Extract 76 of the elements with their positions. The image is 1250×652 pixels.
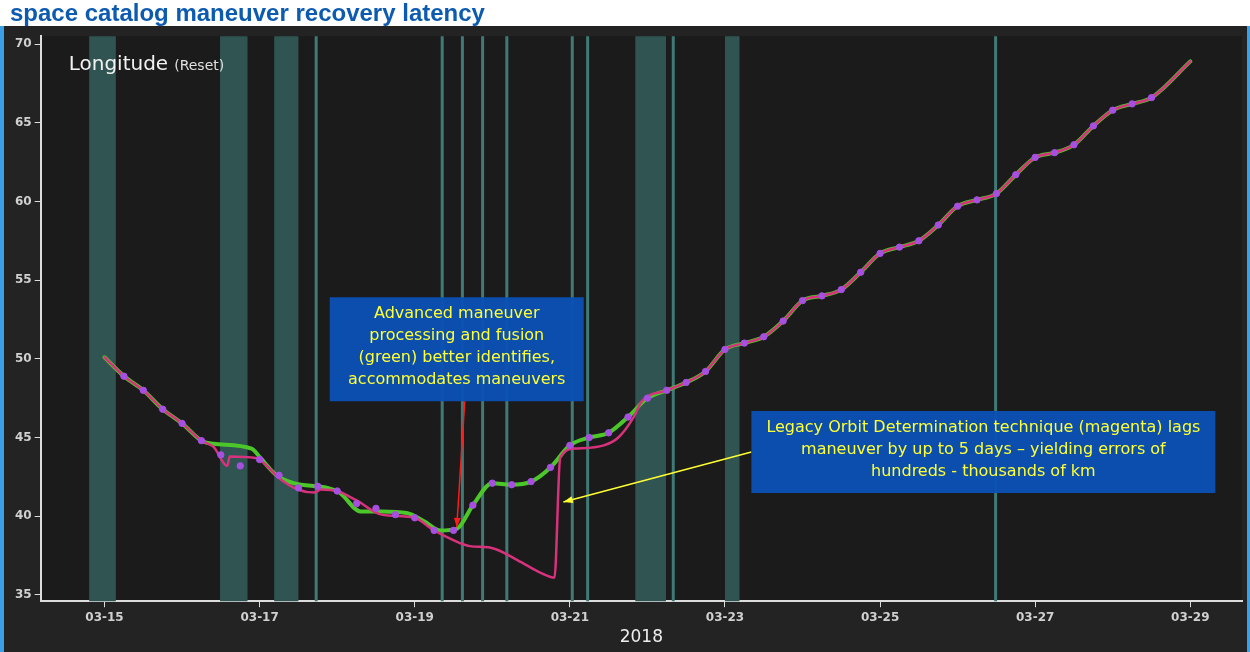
point <box>682 378 690 387</box>
point <box>1128 100 1136 108</box>
annotation: Advanced maneuver processing and fusion (green) better identifies, accommodates maneuvers <box>348 303 566 389</box>
point <box>197 436 206 445</box>
x-axis-title: 2018 <box>619 626 663 647</box>
y-tick-label: 45 <box>15 429 32 444</box>
annotation: (Reset) <box>174 57 225 74</box>
x-tick-label: 03-29 <box>1171 609 1210 624</box>
point <box>469 501 477 509</box>
point <box>391 510 400 519</box>
y-tick-label: 55 <box>15 272 32 287</box>
point <box>779 317 787 325</box>
y-tick-label: 40 <box>15 508 32 523</box>
point <box>992 189 1001 198</box>
x-tick-label: 03-23 <box>705 609 745 624</box>
point <box>236 462 244 470</box>
point <box>120 372 128 380</box>
point <box>1012 171 1020 179</box>
y-tick-label: 35 <box>15 587 32 602</box>
y-tick-label: 60 <box>15 193 32 208</box>
point <box>953 202 962 210</box>
x-tick-label: 03-15 <box>85 609 124 624</box>
point <box>934 221 942 229</box>
point <box>895 243 904 251</box>
x-tick-label: 03-17 <box>240 609 279 624</box>
point <box>1050 148 1059 157</box>
point <box>876 249 884 258</box>
x-tick-label: 03-19 <box>395 609 434 624</box>
point <box>178 419 186 428</box>
chart-title: space catalog maneuver recovery latency <box>9 0 486 26</box>
point <box>663 386 671 395</box>
point <box>333 487 341 495</box>
point <box>643 394 652 402</box>
point <box>507 481 516 489</box>
point <box>837 285 845 294</box>
point <box>275 471 283 479</box>
point <box>701 367 710 376</box>
y-tick-label: 65 <box>15 114 32 129</box>
point <box>139 386 147 395</box>
point <box>372 504 380 513</box>
point <box>1031 153 1039 162</box>
point <box>352 499 361 508</box>
point <box>314 482 322 491</box>
point <box>1147 93 1156 102</box>
point <box>546 463 555 472</box>
annotation: Legacy Orbit Determination technique (magenta) lags maneuver by up to 5 days – yielding errors of hundreds - thousands of km <box>766 417 1201 481</box>
point <box>818 292 826 300</box>
point <box>973 196 981 204</box>
point <box>604 429 613 437</box>
point <box>449 526 458 535</box>
y-tick-label: 50 <box>15 350 32 365</box>
point <box>624 413 632 421</box>
y-tick-label: 70 <box>15 36 32 51</box>
point <box>760 333 768 341</box>
point <box>527 477 535 486</box>
y-axis-title: Longitude <box>68 51 169 76</box>
point <box>430 526 438 535</box>
point <box>488 479 496 487</box>
point <box>856 268 865 276</box>
x-tick-label: 03-25 <box>860 609 900 624</box>
point <box>1089 122 1098 130</box>
x-tick-label: 03-27 <box>1015 609 1055 624</box>
point <box>1070 141 1078 149</box>
point <box>158 405 167 413</box>
point <box>217 451 225 459</box>
point <box>798 296 807 305</box>
point <box>721 345 729 354</box>
point <box>566 441 574 450</box>
point <box>411 514 419 522</box>
point <box>294 484 303 492</box>
point <box>915 237 923 245</box>
point <box>585 433 593 442</box>
point <box>740 339 749 347</box>
x-tick-label: 03-21 <box>550 609 590 624</box>
point <box>255 455 264 464</box>
point <box>1109 106 1117 114</box>
